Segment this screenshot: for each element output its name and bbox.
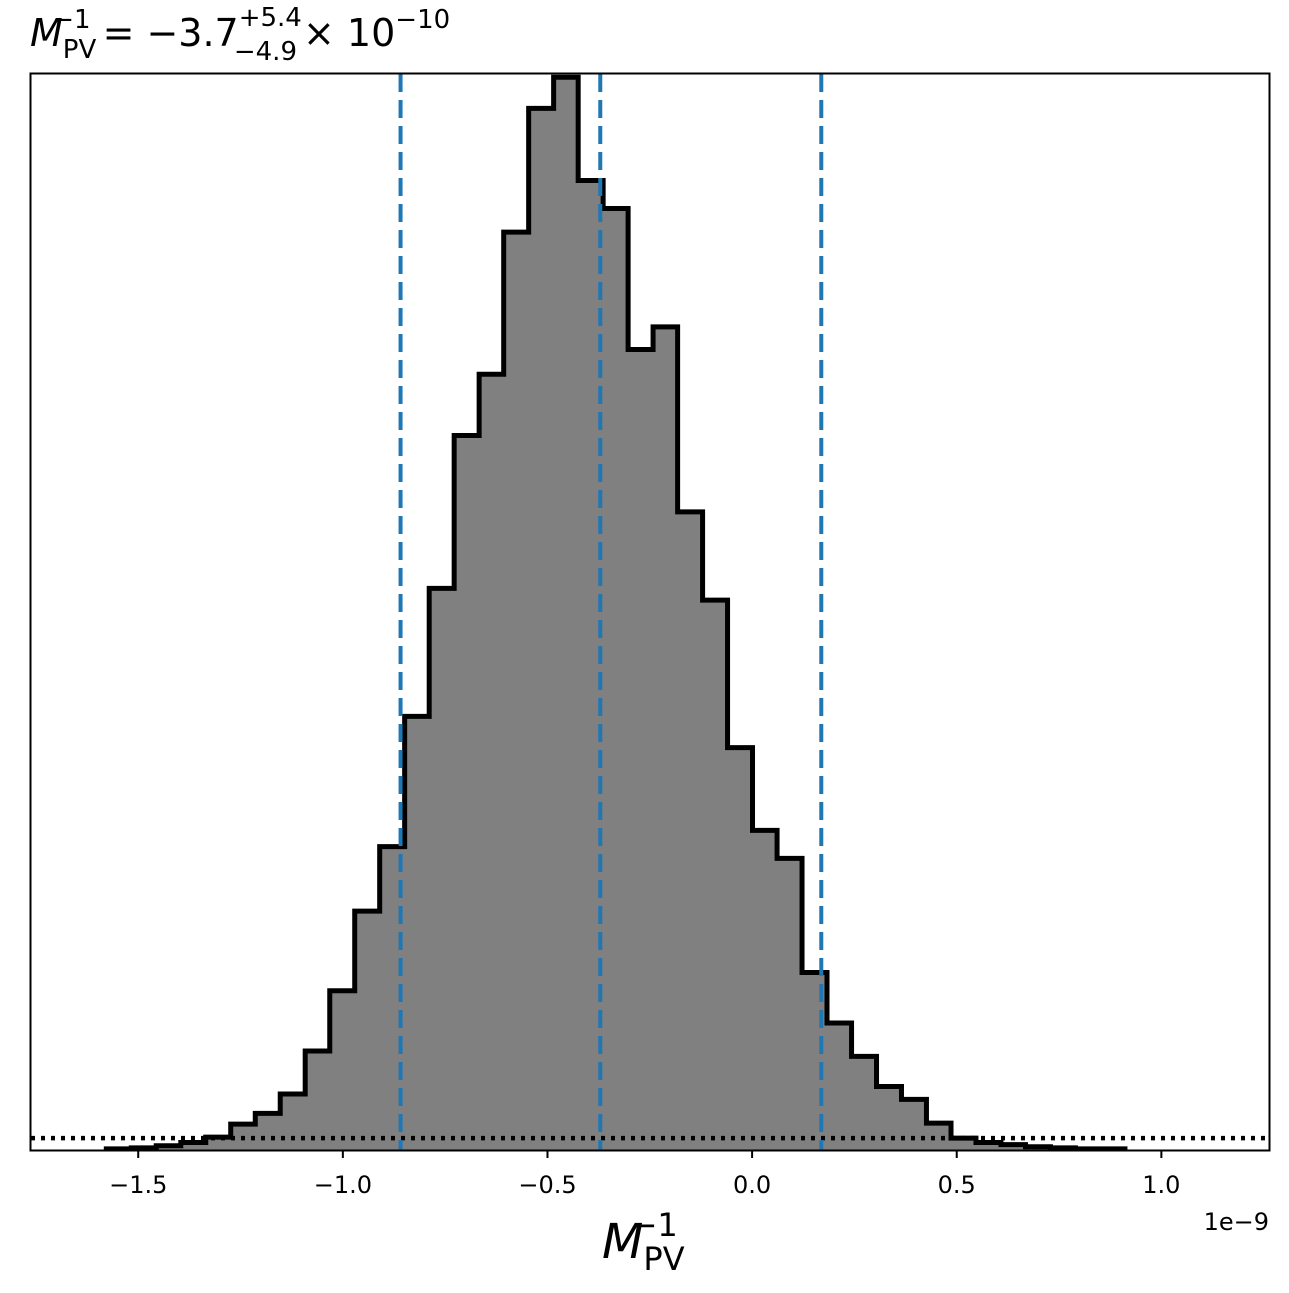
xlabel-subscript: PV xyxy=(643,1240,684,1278)
histogram-bar xyxy=(951,1138,977,1150)
x-axis-ticks: −1.5 −1.0 −0.5 0.0 0.5 1.0 xyxy=(109,1150,1180,1199)
histogram-bar xyxy=(404,716,430,1150)
histogram-bar xyxy=(876,1086,903,1150)
histogram-bar xyxy=(628,349,654,1150)
histogram-bar xyxy=(752,830,778,1150)
title-subscript: PV xyxy=(63,35,97,65)
title-equals: = xyxy=(103,11,135,55)
histogram-bar xyxy=(901,1099,928,1150)
title-upper-error: +5.4 xyxy=(239,3,302,33)
histogram-bar xyxy=(677,511,704,1150)
x-tick-label: −1.0 xyxy=(314,1171,372,1199)
histogram-bar xyxy=(329,990,356,1150)
title-symbol: M xyxy=(30,11,63,55)
histogram-bar xyxy=(305,1051,331,1150)
histogram-bar xyxy=(653,326,679,1150)
x-tick-label: 0.5 xyxy=(938,1171,976,1199)
x-tick-label: 0.0 xyxy=(733,1171,771,1199)
histogram-bar xyxy=(503,232,530,1150)
xlabel-symbol: M xyxy=(602,1214,643,1270)
histogram-bar xyxy=(280,1094,306,1150)
histogram-bar xyxy=(603,208,629,1150)
histogram-outline xyxy=(103,74,1128,1152)
histogram-bar xyxy=(454,435,480,1150)
histogram-bar xyxy=(702,600,729,1150)
x-tick-label: −1.5 xyxy=(109,1171,167,1199)
title-superscript: −1 xyxy=(52,5,90,35)
x-offset-label: 1e−9 xyxy=(1204,1208,1269,1236)
histogram-bar xyxy=(727,747,754,1150)
axes-frame xyxy=(29,72,1271,1152)
histogram-bar xyxy=(851,1056,878,1150)
title-multiplier: × 10 xyxy=(303,11,395,55)
histogram-bar xyxy=(777,858,803,1150)
histogram-bar xyxy=(429,588,455,1150)
title-lower-error: −4.9 xyxy=(234,37,297,67)
histogram-bar xyxy=(827,1023,853,1150)
histogram-bar xyxy=(180,1142,207,1150)
histogram-bar xyxy=(479,374,505,1151)
histogram-bar xyxy=(926,1123,952,1150)
histogram-bar xyxy=(802,972,828,1150)
histogram-bar xyxy=(528,108,555,1150)
chart-title: MPV−1 = −3.7+5.4 −4.9 × 10−10 xyxy=(30,3,450,67)
title-multiplier-exponent: −10 xyxy=(395,5,450,35)
title-value: −3.7 xyxy=(146,11,238,55)
histogram-bar xyxy=(553,77,579,1150)
x-axis-label: MPV−1 xyxy=(602,1206,685,1278)
histogram-bar xyxy=(1000,1144,1027,1150)
histogram-bar xyxy=(354,911,381,1150)
histogram-bar xyxy=(255,1113,281,1150)
x-tick-label: 1.0 xyxy=(1142,1171,1180,1199)
x-tick-label: −0.5 xyxy=(518,1171,576,1199)
plot-area xyxy=(31,74,1269,1152)
xlabel-superscript: −1 xyxy=(631,1206,678,1244)
histogram-bar xyxy=(975,1142,1002,1150)
